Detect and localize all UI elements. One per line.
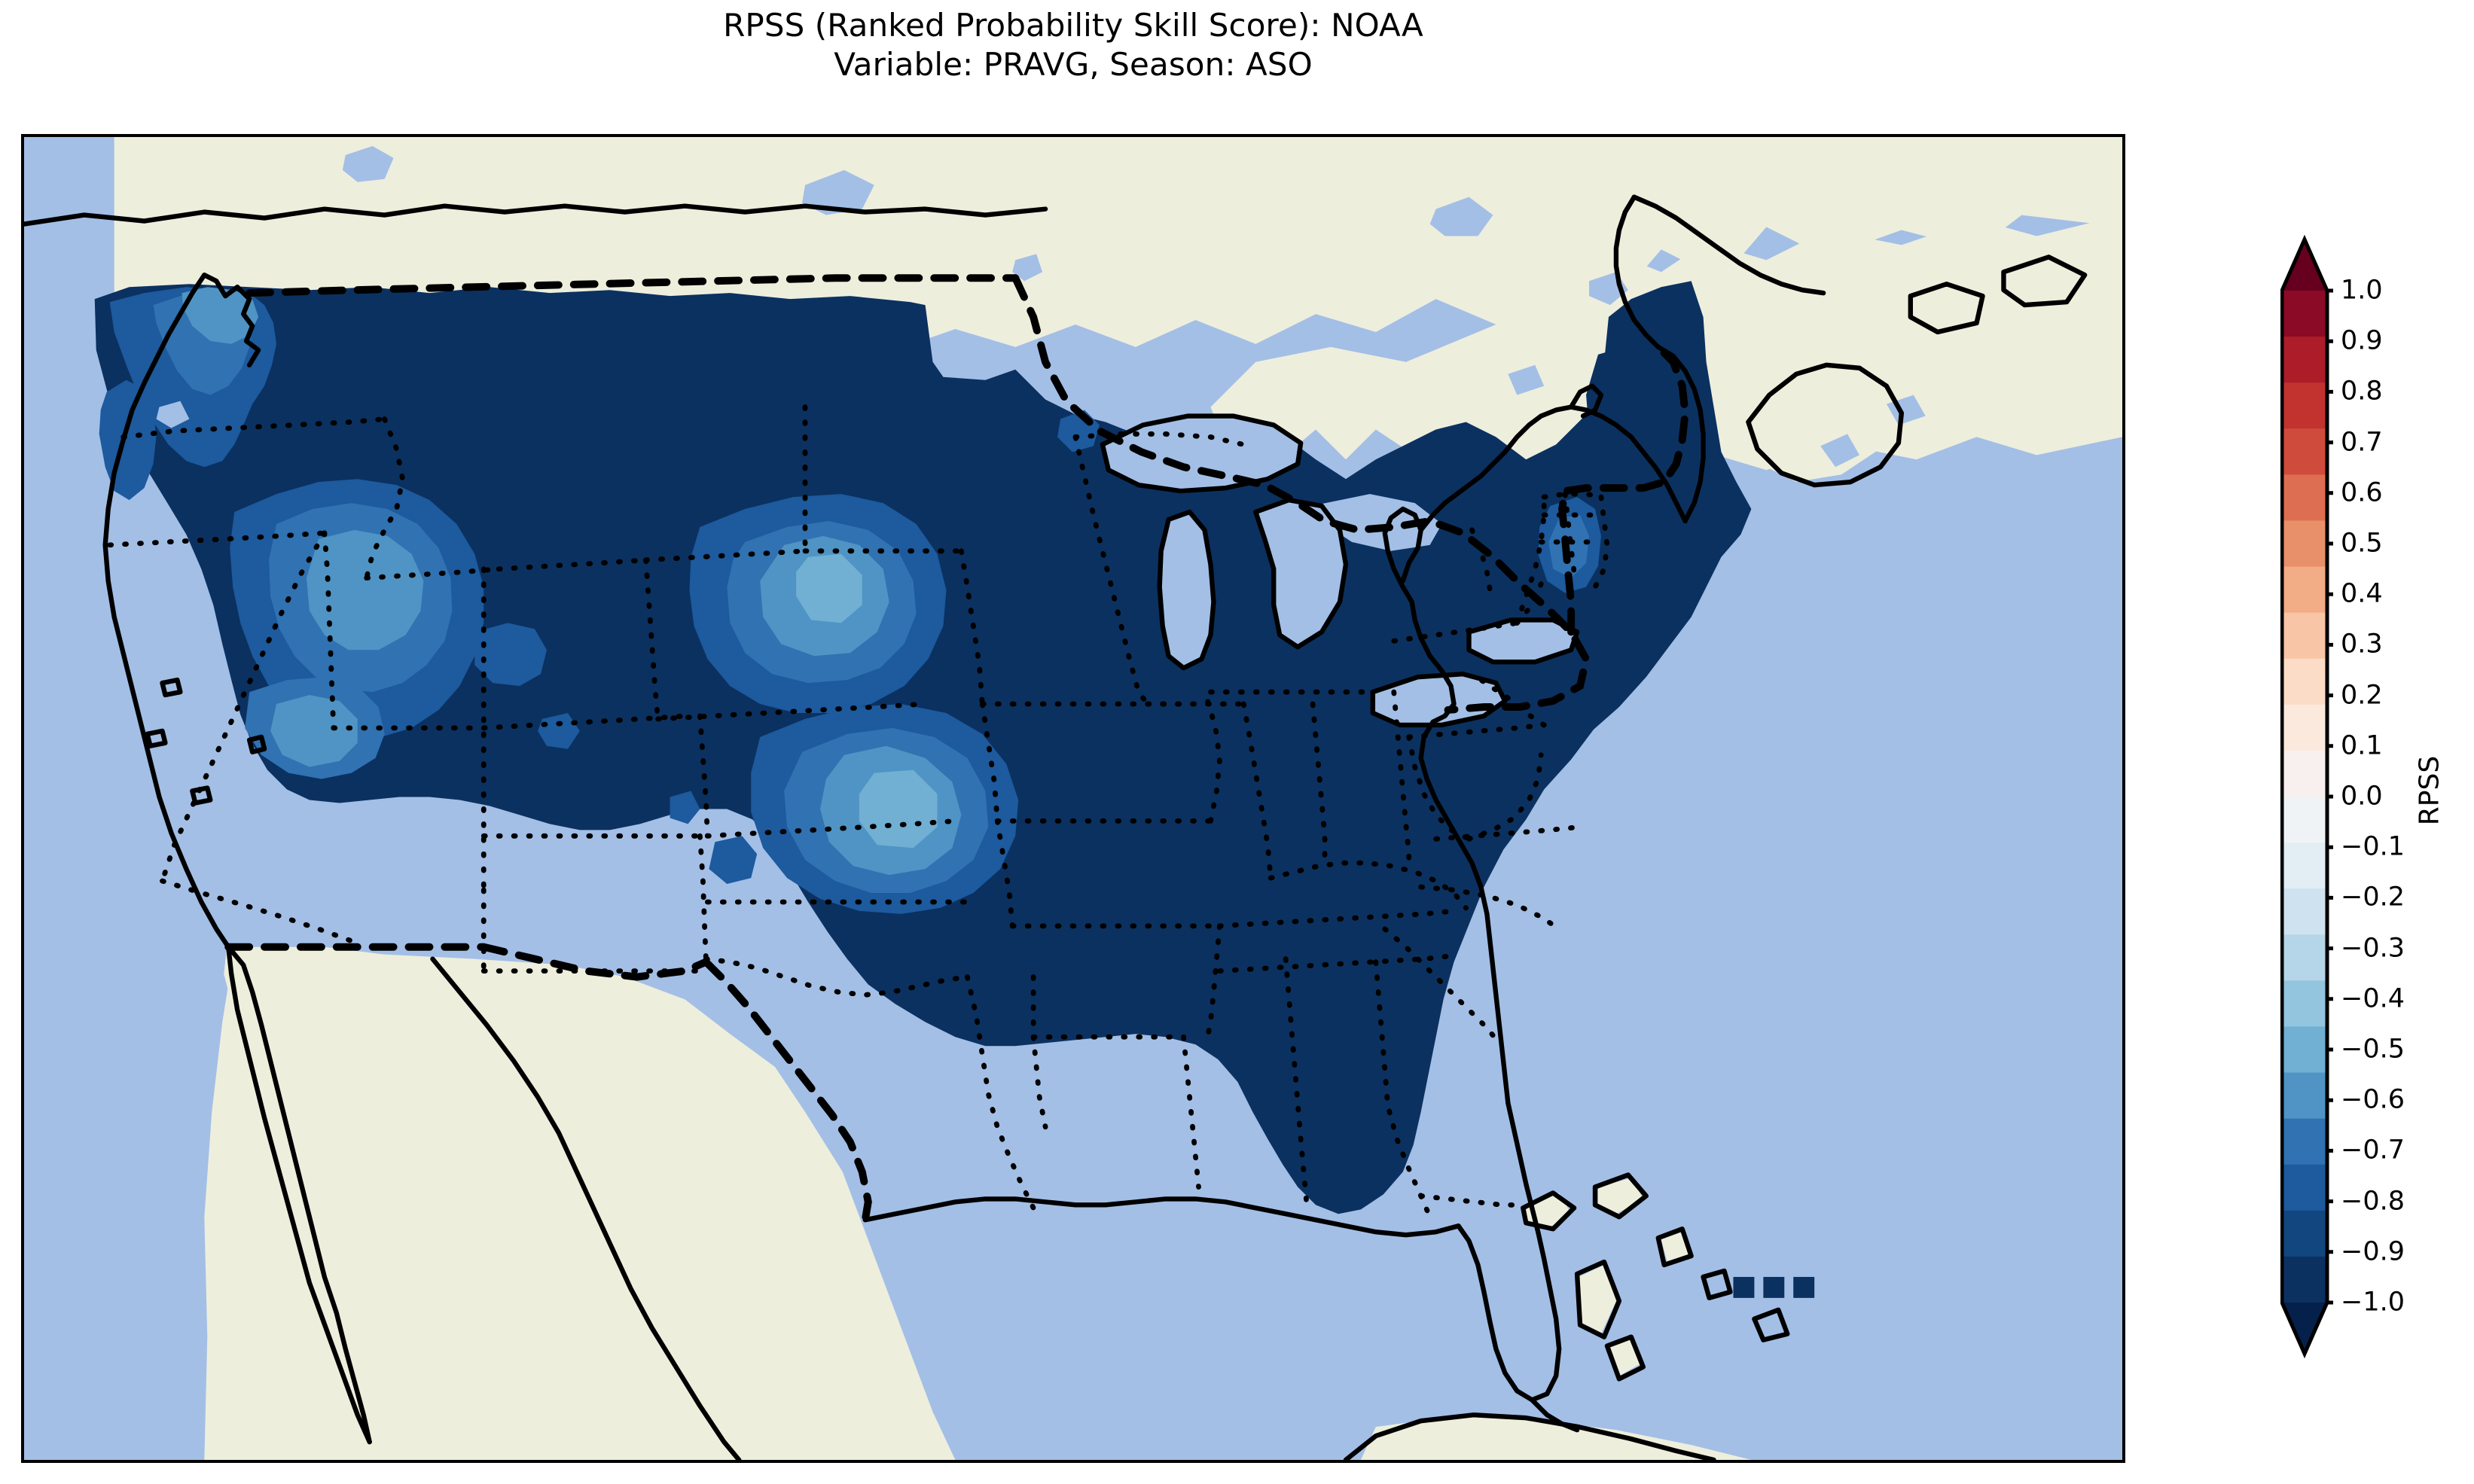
colorbar-svg: [2280, 234, 2333, 1359]
colorbar-band: [2282, 612, 2327, 660]
colorbar-band: [2282, 1256, 2327, 1303]
title-line-1: RPSS (Ranked Probability Skill Score): N…: [723, 7, 1423, 44]
colorbar-tick-label: −0.2: [2341, 882, 2405, 913]
rpss-cell-group-nv-south2: [270, 695, 358, 767]
colorbar-axis-label: RPSS: [2407, 0, 2452, 1484]
colorbar-band: [2282, 428, 2327, 475]
rpss-cell-group-greatbasin-core2: [306, 529, 424, 651]
map-canvas: [24, 137, 2122, 1460]
rpss-cell-key-3: [1793, 1276, 1815, 1298]
colorbar-ticks: [2327, 288, 2333, 1305]
colorbar-band: [2282, 1072, 2327, 1120]
rpss-cell-group-maine: [1586, 343, 1698, 524]
colorbar-tick-label: −0.6: [2341, 1084, 2405, 1115]
colorbar-band: [2282, 1210, 2327, 1257]
colorbar-tick-label: 0.6: [2341, 477, 2383, 508]
colorbar-tick-label: −0.5: [2341, 1034, 2405, 1065]
colorbar-band: [2282, 934, 2327, 981]
colorbar-tick-label: 0.4: [2341, 578, 2383, 609]
international-borders: [224, 274, 1689, 1224]
rpss-cell-group-panhandle: [709, 836, 758, 885]
rpss-cell-group-ks-bright: [859, 769, 938, 849]
rpss-cell-group-co-bright: [796, 553, 862, 623]
coastline-layer: [24, 194, 2088, 1460]
colorbar-band: [2282, 980, 2327, 1028]
map-svg: [24, 137, 2122, 1460]
colorbar-band: [2282, 520, 2327, 568]
figure-title: RPSS (Ranked Probability Skill Score): N…: [21, 6, 2125, 84]
colorbar-tick-label: 0.8: [2341, 376, 2383, 407]
colorbar-bands: [2282, 239, 2327, 1354]
colorbar-band: [2282, 1118, 2327, 1166]
colorbar: [2280, 233, 2333, 1363]
colorbar-band: [2282, 291, 2327, 337]
colorbar-tick-label: −0.8: [2341, 1186, 2405, 1217]
colorbar-band: [2282, 474, 2327, 522]
colorbar-tick-label: 0.5: [2341, 528, 2383, 559]
rpss-cell-key-2: [1763, 1276, 1785, 1298]
colorbar-tick-label: −0.1: [2341, 831, 2405, 862]
great-lakes: [156, 145, 1926, 725]
colorbar-band: [2282, 1026, 2327, 1074]
colorbar-tick-label: 0.2: [2341, 680, 2383, 711]
colorbar-tick-label: 0.1: [2341, 730, 2383, 761]
colorbar-tick-label: 0.0: [2341, 781, 2383, 812]
colorbar-band: [2282, 337, 2327, 383]
title-line-2: Variable: PRAVG, Season: ASO: [834, 46, 1313, 83]
map-axes: [21, 134, 2125, 1463]
colorbar-band: [2282, 797, 2327, 843]
rpss-cell-group-fourcorners: [474, 623, 548, 687]
colorbar-tick-label: −0.4: [2341, 983, 2405, 1014]
colorbar-tick-labels: 1.0 0.9 0.8 0.7 0.6 0.5 0.4 0.3 0.2 0.1 0.0 −0.1 −0.…: [2341, 233, 2431, 1363]
colorbar-band: [2282, 843, 2327, 889]
colorbar-band: [2282, 888, 2327, 935]
colorbar-extend-top: [2282, 239, 2327, 291]
colorbar-extend-bottom: [2282, 1303, 2327, 1354]
colorbar-tick-label: 0.7: [2341, 427, 2383, 458]
rpss-cell-group-pnw-3: [182, 287, 259, 344]
rpss-cell-key-1: [1733, 1276, 1755, 1298]
colorbar-label-text: RPSS: [2414, 755, 2445, 826]
colorbar-tick-label: −0.3: [2341, 933, 2405, 964]
colorbar-tick-label: −1.0: [2341, 1287, 2405, 1318]
colorbar-tick-label: 0.3: [2341, 629, 2383, 660]
colorbar-band: [2282, 1164, 2327, 1211]
colorbar-tick-label: 1.0: [2341, 275, 2383, 306]
colorbar-tick-label: −0.7: [2341, 1135, 2405, 1166]
colorbar-band: [2282, 382, 2327, 429]
colorbar-band: [2282, 750, 2327, 797]
rpss-cell-group-speck-a: [670, 791, 700, 824]
state-borders: [107, 404, 1610, 1220]
colorbar-tick-label: 0.9: [2341, 325, 2383, 356]
colorbar-band: [2282, 566, 2327, 614]
colorbar-tick-label: −0.9: [2341, 1236, 2405, 1267]
colorbar-band: [2282, 658, 2327, 705]
colorbar-band: [2282, 704, 2327, 751]
rpss-cell-group-az-speck: [538, 712, 580, 749]
